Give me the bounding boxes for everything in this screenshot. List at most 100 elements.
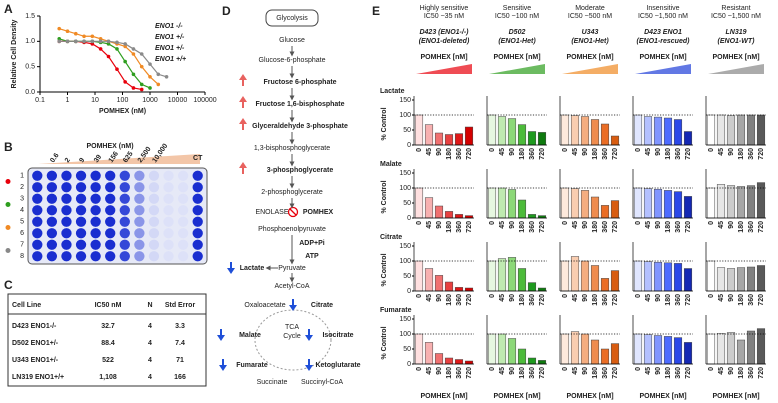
x-tick-label: 90 [728,221,735,229]
bar [663,190,673,219]
decrease-arrow [219,359,227,371]
well [163,205,174,216]
well [119,170,130,181]
bar [683,196,693,219]
well [75,239,87,250]
table-cell: 4 [148,357,152,364]
x-tick-label: 360 [602,367,609,379]
y-axis-label: % Control [381,253,388,286]
inhibit-icon [289,208,297,216]
bar [537,287,547,292]
bar [507,338,517,365]
x-tick-label: 0 [416,294,423,298]
pathway-node: ADP+Pi [299,240,325,247]
row-marker [5,179,11,184]
table-header: Std Error [165,302,196,309]
x-tick-label: 360 [675,294,682,306]
x-tick-label: 0 [708,367,715,371]
x-tick-label: 0 [489,221,496,225]
well [75,182,87,193]
well [46,251,58,262]
well [177,182,189,193]
x-tick-label: 90 [582,148,589,156]
well [134,205,145,216]
well [32,239,43,250]
well [32,216,43,227]
x-tick-label: 720 [758,148,765,160]
x-tick-label: 360 [675,367,682,379]
well [134,182,145,193]
x-tick-label: 360 [529,221,536,233]
bar [580,260,590,292]
x-tick-label: 90 [655,148,662,156]
well [119,193,130,204]
data-point [139,82,144,87]
x-tick-label: 0 [489,148,496,152]
panel-label: B [4,140,13,154]
x-tick-label: 720 [539,221,546,233]
y-tick-label: 150 [399,170,411,177]
x-tick-label: 360 [456,294,463,306]
legend-entry: ENO1 +/- [155,34,185,41]
y-tick-label: 100 [399,185,411,192]
bar [497,187,507,219]
dose-label: 9 [78,157,86,164]
x-tick-label: 90 [436,367,443,375]
well [148,251,160,262]
pathway-node: 1,3-bisphosphoglycerate [254,145,330,152]
data-point [98,37,103,41]
well [134,239,145,250]
bar [653,261,663,292]
x-tick-label: 0 [708,148,715,152]
pathway-node: Succinate [257,379,288,386]
bar [610,200,620,219]
x-tick-label: 90 [728,294,735,302]
bar [673,337,683,365]
bar [527,357,537,365]
y-tick-label: 0 [407,361,411,368]
dose-header: POMHEX [nM] [566,54,613,61]
table-cell: 4 [148,323,152,330]
x-tick-label: 360 [748,148,755,160]
y-tick-label: 100 [399,112,411,119]
x-tick-label: 90 [436,148,443,156]
bar [600,205,610,219]
data-point [73,31,78,36]
data-point [82,34,86,39]
sensitivity: Sensitive [503,5,532,12]
x-tick-label: 45 [572,221,579,229]
bar [716,333,726,365]
x-tick-label: 180 [446,294,453,306]
x-tick-label: 180 [592,294,599,306]
well [61,182,72,193]
x-tick-label: 100000 [193,97,216,104]
bar [517,124,527,146]
well [119,228,130,239]
bar [683,342,693,365]
data-point [123,80,127,84]
bar [424,342,434,365]
sensitivity: Resistant [721,5,750,12]
pathway-node: Oxaloacetate [244,302,285,309]
x-tick-label: 0.1 [35,97,45,104]
glycolysis-box [265,9,319,27]
table-cell: 1,108 [99,374,117,381]
y-tick-label: 0 [407,288,411,295]
pathway-node: POMHEX [303,209,334,216]
bar [590,119,600,146]
well [119,251,130,262]
bar [580,116,590,146]
bar [610,135,620,146]
bar [590,265,600,292]
well [90,182,101,193]
data-point [65,39,70,44]
data-point [131,52,136,56]
bar [590,339,600,365]
well [105,170,116,181]
well [61,170,72,181]
bar [673,263,683,292]
bar [706,333,716,365]
x-axis-label: POMHEX [nM] [712,393,759,400]
data-point [57,26,62,31]
bar [570,331,580,365]
